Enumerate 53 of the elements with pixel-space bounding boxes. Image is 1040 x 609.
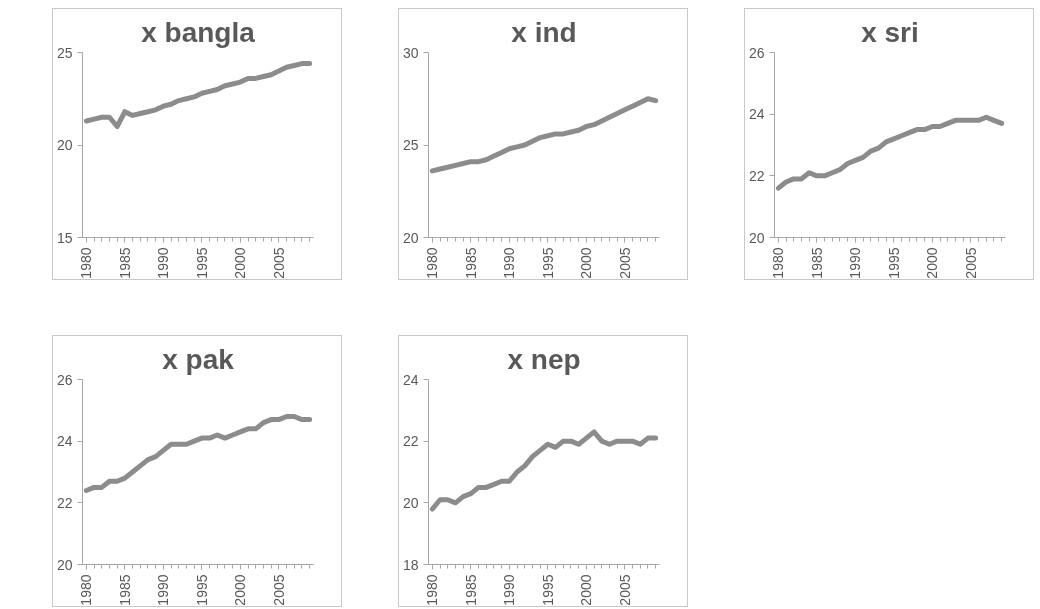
- x-tick-label: 1990: [155, 574, 172, 606]
- x-tick-label: 2000: [232, 247, 249, 279]
- chart-title: x sri: [861, 16, 919, 48]
- y-tick-label: 20: [402, 494, 419, 511]
- y-tick-label: 24: [56, 433, 73, 450]
- x-tick-label: 1990: [501, 574, 518, 606]
- x-tick-label: 1990: [847, 247, 864, 279]
- x-tick-label: 1985: [462, 574, 479, 606]
- x-tick-label: 1995: [539, 574, 556, 606]
- chart-title: x pak: [162, 343, 235, 375]
- x-tick-label: 2005: [616, 247, 633, 279]
- y-tick-label: 24: [402, 371, 419, 388]
- y-tick-label: 20: [56, 556, 73, 573]
- x-tick-label: 1990: [501, 247, 518, 279]
- y-tick-label: 30: [402, 44, 419, 61]
- x-tick-label: 1980: [78, 247, 95, 279]
- x-tick-label: 1980: [770, 247, 787, 279]
- y-tick-label: 22: [56, 494, 73, 511]
- y-tick-label: 26: [56, 371, 73, 388]
- chart-title: x ind: [511, 16, 577, 48]
- x-tick-label: 1980: [424, 574, 441, 606]
- x-tick-label: 1985: [808, 247, 825, 279]
- x-tick-label: 2000: [232, 574, 249, 606]
- x-tick-label: 2005: [270, 247, 287, 279]
- y-tick-label: 20: [748, 229, 765, 246]
- y-tick-label: 24: [748, 106, 765, 123]
- x-tick-label: 1980: [424, 247, 441, 279]
- y-tick-label: 22: [748, 167, 765, 184]
- x-tick-label: 1990: [155, 247, 172, 279]
- x-tick-label: 2000: [578, 574, 595, 606]
- x-tick-label: 1985: [116, 247, 133, 279]
- x-tick-label: 1985: [462, 247, 479, 279]
- chart-title: x nep: [507, 343, 581, 375]
- x-tick-label: 1985: [116, 574, 133, 606]
- x-tick-label: 2005: [270, 574, 287, 606]
- x-tick-label: 1995: [885, 247, 902, 279]
- y-tick-label: 18: [402, 556, 419, 573]
- y-tick-label: 15: [56, 229, 73, 246]
- x-tick-label: 1980: [78, 574, 95, 606]
- chart-title: x bangla: [141, 16, 256, 48]
- x-tick-label: 1995: [539, 247, 556, 279]
- y-tick-label: 26: [748, 44, 765, 61]
- y-tick-label: 25: [402, 137, 419, 153]
- x-tick-label: 2000: [578, 247, 595, 279]
- y-tick-label: 22: [402, 433, 419, 450]
- x-tick-label: 1995: [193, 247, 210, 279]
- y-tick-label: 20: [402, 229, 419, 246]
- x-tick-label: 2000: [924, 247, 941, 279]
- x-tick-label: 1995: [193, 574, 210, 606]
- x-tick-label: 2005: [962, 247, 979, 279]
- y-tick-label: 20: [56, 137, 73, 153]
- x-tick-label: 2005: [616, 574, 633, 606]
- y-tick-label: 25: [56, 44, 73, 61]
